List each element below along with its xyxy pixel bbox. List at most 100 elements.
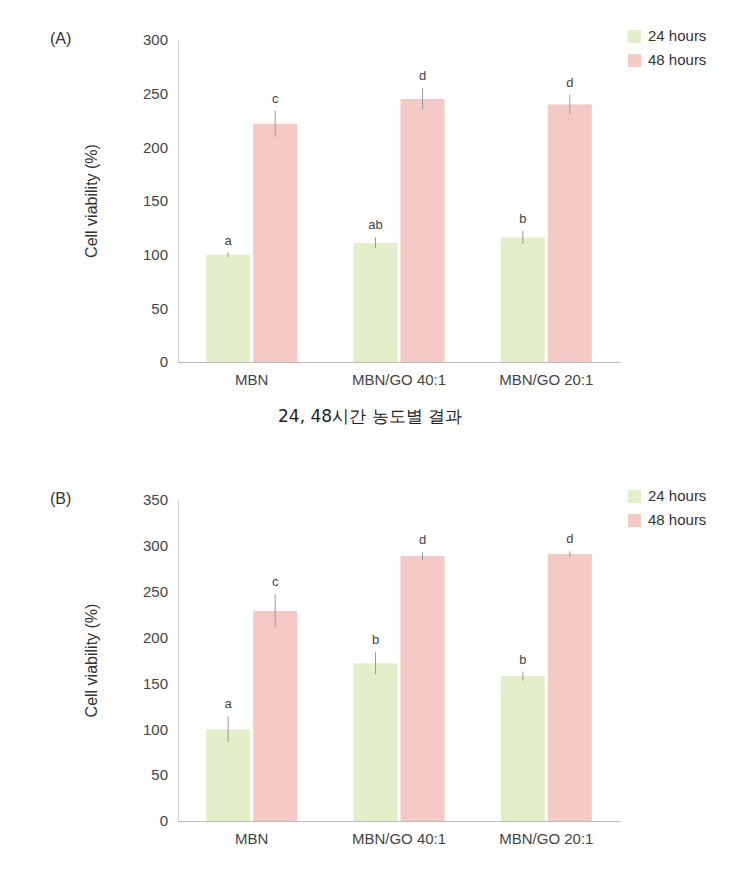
x-tick: MBN/GO 20:1 xyxy=(499,821,593,847)
significance-letter: c xyxy=(272,574,279,589)
y-tick: 300 xyxy=(143,31,178,48)
legend-label: 24 hours xyxy=(648,487,706,504)
y-tick-label: 250 xyxy=(143,583,168,600)
bar-series xyxy=(253,551,592,821)
x-axis: MBN MBN/GO 40:1 MBN/GO 20:1 xyxy=(179,821,621,847)
error-bar xyxy=(375,652,376,674)
chart-title: (B) xyxy=(50,490,71,507)
bar xyxy=(501,676,545,821)
error-bar xyxy=(422,88,423,109)
significance-letter: a xyxy=(225,233,233,248)
legend-swatch xyxy=(628,490,641,503)
bar xyxy=(548,554,592,821)
bar-series xyxy=(253,88,592,362)
error-bar xyxy=(375,237,376,248)
legend-swatch xyxy=(628,514,641,527)
bar xyxy=(401,99,445,362)
y-tick-label: 200 xyxy=(143,629,168,646)
chart: 0 50 100 150 200 250 300 350 MBN MBN/GO 40:1 MBN/G… xyxy=(50,487,706,847)
bar xyxy=(354,243,398,362)
y-tick: 100 xyxy=(143,721,178,738)
significance-letter: b xyxy=(372,632,379,647)
y-tick: 0 xyxy=(160,353,178,370)
y-axis: 0 50 100 150 200 250 300 xyxy=(143,31,179,370)
error-bar xyxy=(228,253,229,257)
legend: 24 hours 48 hours xyxy=(628,487,706,528)
letters: a b b c d d xyxy=(225,531,574,711)
bar xyxy=(548,104,592,362)
significance-letter: b xyxy=(519,652,526,667)
x-tick-label: MBN/GO 40:1 xyxy=(352,371,446,388)
bar xyxy=(501,237,545,362)
x-tick: MBN/GO 20:1 xyxy=(499,362,593,388)
x-axis: MBN MBN/GO 40:1 MBN/GO 20:1 xyxy=(179,362,621,388)
legend-label: 48 hours xyxy=(648,511,706,528)
y-tick-label: 150 xyxy=(143,192,168,209)
y-tick-label: 50 xyxy=(151,300,168,317)
caption: 24, 48시간 농도별 결과 xyxy=(278,406,462,426)
y-axis-title: Cell viability (%) xyxy=(83,144,100,258)
error-bar xyxy=(522,672,523,681)
y-tick: 100 xyxy=(143,246,178,263)
error-bar xyxy=(569,95,570,114)
y-tick: 250 xyxy=(143,583,178,600)
y-tick: 350 xyxy=(143,491,178,508)
significance-letter: d xyxy=(419,68,426,83)
chart: 0 50 100 150 200 250 300 MBN MBN/GO 40:1 MBN/GO 2… xyxy=(50,27,706,426)
legend-label: 24 hours xyxy=(648,27,706,44)
legend-swatch xyxy=(628,54,641,67)
chart-title: (A) xyxy=(50,30,71,47)
bar xyxy=(206,255,250,362)
x-tick-label: MBN/GO 40:1 xyxy=(352,830,446,847)
x-tick: MBN/GO 40:1 xyxy=(352,362,446,388)
x-tick: MBN xyxy=(235,362,268,388)
significance-letter: ab xyxy=(368,217,382,232)
significance-letter: b xyxy=(519,211,526,226)
y-tick: 200 xyxy=(143,629,178,646)
legend-swatch xyxy=(628,30,641,43)
bar xyxy=(354,663,398,821)
significance-letter: d xyxy=(566,531,573,546)
y-tick: 150 xyxy=(143,192,178,209)
x-tick-label: MBN xyxy=(235,371,268,388)
y-tick-label: 0 xyxy=(160,812,168,829)
x-tick-label: MBN xyxy=(235,830,268,847)
y-axis: 0 50 100 150 200 250 300 350 xyxy=(143,491,179,829)
x-tick: MBN xyxy=(235,821,268,847)
significance-letter: d xyxy=(566,75,573,90)
y-tick-label: 300 xyxy=(143,31,168,48)
x-tick-label: MBN/GO 20:1 xyxy=(499,371,593,388)
y-tick: 50 xyxy=(151,766,178,783)
figure: 0 50 100 150 200 250 300 MBN MBN/GO 40:1 MBN/GO 2… xyxy=(0,0,756,874)
y-tick: 50 xyxy=(151,300,178,317)
error-bar xyxy=(522,231,523,244)
y-tick: 150 xyxy=(143,675,178,692)
y-axis-line xyxy=(178,41,179,363)
y-tick-label: 200 xyxy=(143,139,168,156)
y-axis-title: Cell viability (%) xyxy=(83,604,100,718)
bar xyxy=(253,124,297,362)
error-bar xyxy=(569,551,570,557)
error-bar xyxy=(275,594,276,627)
y-tick-label: 350 xyxy=(143,491,168,508)
bar xyxy=(253,611,297,821)
x-tick-label: MBN/GO 20:1 xyxy=(499,830,593,847)
y-axis-line xyxy=(178,501,179,822)
x-axis-line xyxy=(179,362,621,363)
bar xyxy=(401,556,445,821)
plot-area xyxy=(206,551,592,821)
y-tick: 200 xyxy=(143,139,178,156)
y-tick-label: 0 xyxy=(160,353,168,370)
error-bar xyxy=(228,716,229,742)
significance-letter: d xyxy=(419,532,426,547)
y-tick: 300 xyxy=(143,537,178,554)
y-tick-label: 250 xyxy=(143,85,168,102)
y-tick-label: 300 xyxy=(143,537,168,554)
x-tick: MBN/GO 40:1 xyxy=(352,821,446,847)
y-tick-label: 150 xyxy=(143,675,168,692)
error-bar xyxy=(422,552,423,559)
error-bar xyxy=(275,111,276,137)
significance-letter: a xyxy=(225,696,233,711)
legend: 24 hours48 hours xyxy=(628,27,706,68)
significance-letter: c xyxy=(272,91,279,106)
